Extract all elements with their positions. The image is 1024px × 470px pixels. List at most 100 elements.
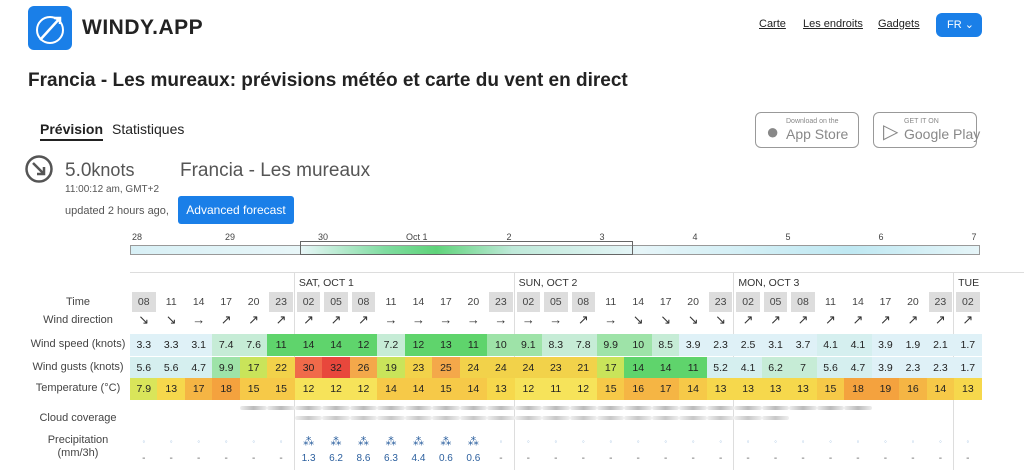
time: 23 [489,292,513,312]
wind-gusts: 1.7 [954,357,982,379]
wind-gusts: 2.3 [926,357,955,379]
cloud [349,406,378,410]
precipitation: - [636,453,640,464]
rain-icon: ◦ [691,437,695,446]
precipitation: - [911,453,915,464]
temperature: 13 [761,378,790,400]
wind-speed: 3.3 [157,334,185,356]
cloud [569,406,598,410]
wind-direction: ↗ [330,312,342,327]
precipitation: - [856,453,860,464]
rain-icon: ◦ [169,437,173,446]
precipitation: - [966,453,970,464]
wind-speed: 4.1 [844,334,872,356]
wind-gusts: 30 [294,357,323,379]
wind-speed: 9.1 [514,334,543,356]
temperature: 18 [212,378,240,400]
temperature: 14 [459,378,488,400]
wind-speed: 2.3 [706,334,735,356]
row-label: Cloud coverage [39,412,117,424]
wind-gusts: 7 [789,357,817,379]
wind-direction: → [192,312,206,327]
wind-gusts: 24 [487,357,515,379]
wind-speed: 2.1 [926,334,955,356]
time: 17 [440,296,452,308]
rain-icon: ◦ [664,437,668,446]
rain-icon: ◦ [499,437,503,446]
cloud [844,406,872,410]
wind-gusts: 2.3 [899,357,927,379]
wind-speed: 3.3 [130,334,158,356]
temperature: 7.9 [130,378,158,400]
rain-icon: ◦ [774,437,777,446]
nav-link[interactable]: Les endroits [803,18,863,30]
google-play-button[interactable]: ▷ GET IT ON Google Play [873,112,980,148]
cloud [514,406,543,410]
time: 08 [132,292,156,312]
timeline-label: 3 [599,232,605,242]
wind-gusts: 24 [514,357,543,379]
precipitation: - [718,453,723,464]
wind-speed: 11 [267,334,295,356]
wind-direction: ↗ [934,312,946,327]
wind-direction: ↗ [303,312,315,327]
time: 02 [736,292,760,312]
timeline-label: 30 [317,232,328,242]
cloud [404,406,433,410]
app-store-button[interactable]: ● Download on the App Store [755,112,859,148]
rain-icon: ◦ [636,437,640,446]
advanced-forecast-button[interactable]: Advanced forecast [178,196,294,224]
cloud [542,406,570,410]
rain-icon: ◦ [856,437,860,446]
logo-icon[interactable] [28,6,72,50]
timeline-window[interactable] [300,241,633,255]
rain-icon: ◦ [884,437,887,446]
wind-direction: ↗ [248,312,260,327]
wind-speed: 14 [322,334,350,356]
wind-direction: ↗ [852,312,864,327]
nav-link[interactable]: Gadgets [878,18,920,30]
wind-speed: 3.1 [761,334,790,356]
time: 23 [269,292,293,312]
precipitation: 0.6 [466,453,481,464]
language-button[interactable]: FR ⌄ [936,13,982,37]
precipitation: 6.3 [384,453,398,464]
tab[interactable]: Statistiques [112,121,185,137]
wind-direction: ↗ [879,312,891,327]
temperature: 13 [789,378,817,400]
precipitation: - [883,453,888,464]
temperature: 14 [926,378,955,400]
wind-speed: 4.1 [816,334,845,356]
time: 02 [296,292,321,312]
row-label: Temperature (°C) [35,382,121,394]
wind-speed: 3.1 [184,334,213,356]
current-unit: knots [91,160,135,180]
cloud [294,416,323,420]
time: 11 [825,296,836,308]
precipitation: - [609,453,613,464]
nav-link[interactable]: Carte [759,18,786,30]
temperature: 14 [679,378,707,400]
wind-speed: 7.2 [377,334,405,356]
wind-gusts: 14 [624,357,652,379]
wind-speed: 14 [294,334,323,356]
temperature: 14 [377,378,405,400]
wind-gusts: 9.9 [212,357,240,379]
wind-speed: 3.7 [789,334,817,356]
logo-text[interactable]: WINDY.APP [82,16,204,39]
tab-active[interactable]: Prévision [40,121,104,141]
temperature: 15 [267,378,295,400]
time: 05 [544,292,568,312]
precipitation: 1.3 [301,453,316,464]
wind-speed: 3.9 [871,334,900,356]
cloud [239,406,268,410]
wind-direction: ↗ [907,312,919,327]
time: 11 [165,296,177,308]
temperature: 14 [404,378,433,400]
wind-direction: ↘ [660,312,672,327]
cloud [789,406,817,410]
wind-gusts: 17 [239,357,268,379]
precipitation: - [224,453,228,464]
temperature: 13 [157,378,185,400]
